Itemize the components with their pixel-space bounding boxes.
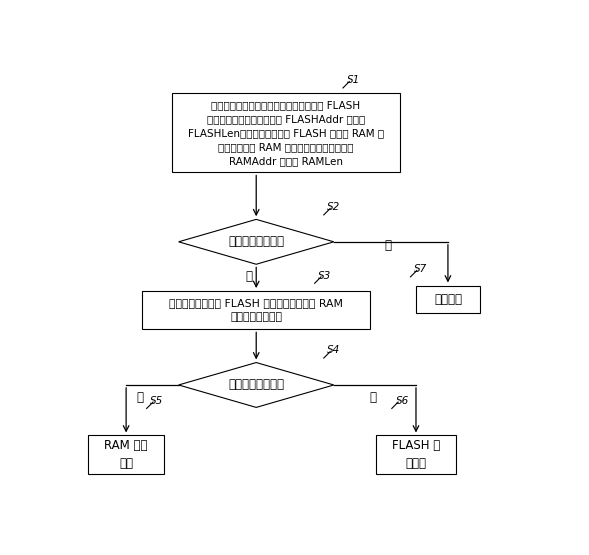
Text: 应用程序打开成功: 应用程序打开成功: [228, 379, 284, 391]
Text: S6: S6: [395, 396, 409, 406]
Text: 否: 否: [369, 391, 376, 403]
FancyBboxPatch shape: [416, 286, 480, 314]
Polygon shape: [178, 362, 334, 407]
Text: RAM 存在
坏块: RAM 存在 坏块: [104, 439, 148, 470]
FancyBboxPatch shape: [142, 291, 370, 330]
Text: 应用程序打开失败: 应用程序打开失败: [228, 235, 284, 248]
Text: S4: S4: [327, 346, 340, 356]
Text: S7: S7: [414, 264, 428, 274]
Text: 不作处理: 不作处理: [434, 293, 462, 306]
FancyBboxPatch shape: [88, 436, 164, 474]
Text: S3: S3: [318, 271, 332, 281]
Polygon shape: [178, 219, 334, 264]
Text: 是: 是: [136, 391, 143, 403]
Text: 中央处理器再次从 FLASH 中将该应用拷贝到 RAM
中另外地址中运行: 中央处理器再次从 FLASH 中将该应用拷贝到 RAM 中另外地址中运行: [169, 298, 343, 322]
Text: FLASH 存
在坏块: FLASH 存 在坏块: [392, 439, 440, 470]
Text: 打开应用程序触发移动终端中央处理器在 FLASH
中获取该应用所在起始地址 FLASHAddr 及大小
FLASHLen，将该应用程序从 FLASH 拷贝到 R: 打开应用程序触发移动终端中央处理器在 FLASH 中获取该应用所在起始地址 FL…: [188, 100, 384, 166]
Text: S1: S1: [346, 75, 360, 85]
Text: 否: 否: [384, 239, 391, 252]
Text: S2: S2: [327, 203, 340, 213]
FancyBboxPatch shape: [376, 436, 456, 474]
FancyBboxPatch shape: [172, 93, 400, 173]
Text: 是: 是: [246, 270, 253, 283]
Text: S5: S5: [150, 396, 164, 406]
